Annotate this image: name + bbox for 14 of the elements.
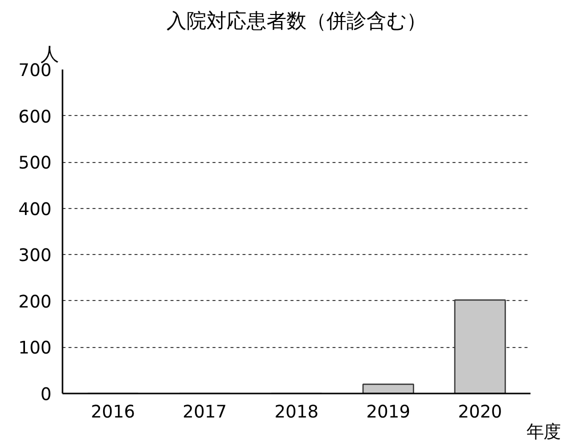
x-tick-label: 2016 xyxy=(90,402,136,422)
x-tick-label: 2019 xyxy=(366,402,410,422)
x-tick-label: 2017 xyxy=(182,402,227,422)
chart-title: 入院対応患者数（併診含む） xyxy=(166,8,426,32)
y-tick-label: 100 xyxy=(18,338,52,359)
y-tick-label: 0 xyxy=(40,385,52,405)
x-tick-label: 2018 xyxy=(274,402,319,422)
y-tick-label: 200 xyxy=(18,292,52,312)
y-tick-label: 500 xyxy=(18,154,52,174)
y-tick-label: 600 xyxy=(18,107,52,128)
y-tick-label: 400 xyxy=(18,200,52,220)
y-tick-label: 300 xyxy=(18,246,52,266)
x-tick-label: 2020 xyxy=(458,402,502,422)
x-axis-title: 年度 xyxy=(526,422,560,442)
